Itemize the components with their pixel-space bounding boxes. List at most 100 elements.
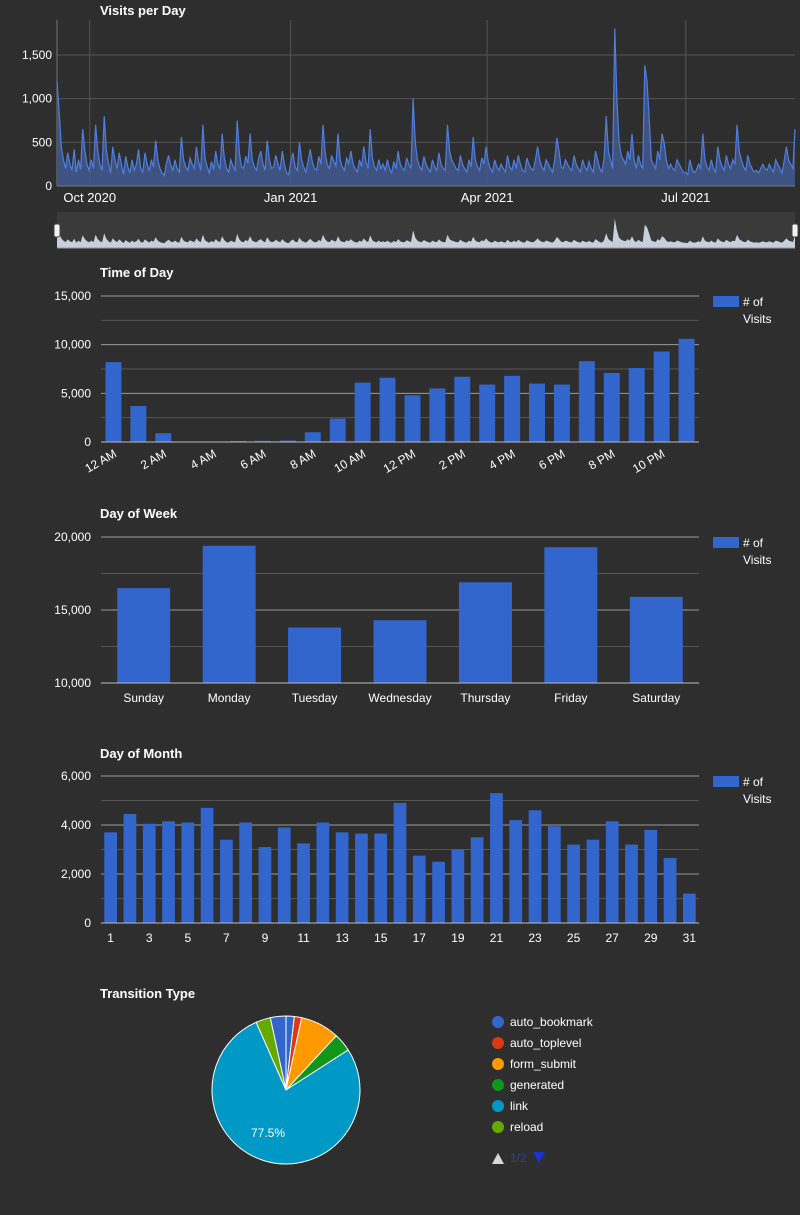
- chart-title: Day of Month: [100, 746, 182, 761]
- y-tick-label: 0: [84, 916, 91, 930]
- legend-dot: [492, 1016, 504, 1028]
- x-tick-label: 8 PM: [586, 446, 617, 472]
- bar: [451, 849, 465, 923]
- bar: [504, 375, 521, 442]
- bar: [155, 433, 172, 442]
- legend-prev-page-icon[interactable]: [492, 1153, 504, 1164]
- x-tick-label: Sunday: [123, 691, 164, 705]
- x-tick-label: 23: [528, 931, 542, 945]
- legend-label: # of: [743, 775, 764, 789]
- bar: [404, 395, 421, 442]
- y-tick-label: 1,000: [22, 92, 52, 106]
- legend-dot: [492, 1121, 504, 1133]
- x-tick-label: 7: [223, 931, 230, 945]
- x-tick-label: 17: [413, 931, 427, 945]
- bar: [628, 368, 645, 442]
- y-tick-label: 15,000: [54, 603, 91, 617]
- bar: [220, 839, 233, 923]
- y-tick-label: 0: [84, 435, 91, 449]
- legend-dot: [492, 1100, 504, 1112]
- bar: [470, 837, 484, 923]
- bar: [254, 440, 271, 442]
- range-selector-area: [57, 218, 795, 248]
- bar: [429, 388, 446, 442]
- legend-next-page-icon[interactable]: [533, 1152, 545, 1163]
- bar: [123, 813, 137, 923]
- bar: [202, 545, 256, 683]
- bar: [490, 793, 503, 923]
- y-tick-label: 6,000: [61, 769, 91, 783]
- x-tick-label: Jan 2021: [264, 190, 318, 205]
- legend-swatch: [713, 776, 739, 787]
- bar: [379, 377, 396, 442]
- bar: [567, 844, 580, 923]
- bar: [355, 833, 368, 923]
- bar: [304, 432, 321, 442]
- bar: [162, 821, 175, 923]
- x-tick-label: Wednesday: [368, 691, 431, 705]
- x-tick-label: 4 AM: [188, 446, 219, 472]
- visits-per-day-panel: Visits per Day 0 500 1,000 1,500 Oct 2020 Jan …: [0, 0, 800, 255]
- x-tick-label: 6 AM: [238, 446, 269, 472]
- bar: [529, 383, 546, 442]
- legend-dot: [492, 1079, 504, 1091]
- y-tick-label: 20,000: [54, 530, 91, 544]
- y-tick-label: 10,000: [54, 676, 91, 690]
- pie-slice: [269, 1015, 287, 1091]
- legend-dot: [492, 1058, 504, 1070]
- legend-swatch: [713, 537, 739, 548]
- legend-swatch: [713, 296, 739, 307]
- y-tick-label: 15,000: [54, 289, 91, 303]
- transition-type-chart: Transition Type 77.5% auto_bookmark auto_to…: [100, 986, 594, 1165]
- x-tick-label: Saturday: [632, 691, 680, 705]
- x-tick-label: 8 AM: [288, 446, 319, 472]
- y-tick-label: 2,000: [61, 867, 91, 881]
- y-tick-label: 5,000: [61, 386, 91, 400]
- x-tick-label: 12 AM: [82, 446, 118, 475]
- x-tick-label: 25: [567, 931, 581, 945]
- bar: [663, 858, 677, 923]
- bar: [479, 384, 496, 442]
- chart-title: Time of Day: [100, 265, 174, 280]
- transition-type-panel: Transition Type 77.5% auto_bookmark auto_to…: [0, 980, 800, 1210]
- x-tick-label: 11: [297, 931, 310, 945]
- legend-label: # of: [743, 295, 764, 309]
- x-tick-label: 1: [107, 931, 114, 945]
- bar: [553, 384, 570, 442]
- bar: [528, 810, 542, 923]
- bar: [547, 826, 561, 923]
- bar: [316, 822, 330, 923]
- time-of-day-chart: Time of Day 0 5,000 10,000 15,000 12 AM 2 AM 4 …: [54, 265, 771, 476]
- day-of-month-panel: Day of Month 0 2,000 4,000 6,000 1 3 5 7 9 11 13 15 1…: [0, 740, 800, 960]
- bar: [142, 823, 156, 923]
- x-tick-label: 12 PM: [381, 446, 418, 475]
- x-tick-label: 10 AM: [332, 446, 368, 475]
- legend-page-indicator: 1/2: [510, 1151, 527, 1165]
- range-handle-left[interactable]: [53, 223, 61, 238]
- bar: [644, 829, 658, 923]
- x-tick-label: 27: [606, 931, 620, 945]
- bar: [373, 620, 427, 683]
- bar: [279, 440, 296, 442]
- bar: [412, 855, 426, 923]
- range-handle-right[interactable]: [791, 223, 799, 238]
- bar: [458, 582, 512, 683]
- y-tick-label: 10,000: [54, 338, 91, 352]
- bar: [578, 361, 595, 442]
- x-tick-label: Oct 2020: [63, 190, 116, 205]
- bar: [682, 893, 696, 923]
- y-tick-label: 500: [32, 135, 52, 149]
- x-tick-label: Monday: [208, 691, 251, 705]
- bar: [335, 832, 349, 923]
- bar: [130, 405, 147, 442]
- bar: [605, 821, 619, 923]
- visits-line: [56, 28, 796, 177]
- chart-title: Day of Week: [100, 506, 178, 521]
- x-tick-label: 10 PM: [630, 446, 667, 475]
- bar: [629, 596, 683, 683]
- bar: [297, 843, 310, 923]
- bar: [117, 588, 171, 683]
- x-tick-label: 4 PM: [486, 446, 517, 472]
- bar: [544, 547, 598, 683]
- bar: [239, 822, 253, 923]
